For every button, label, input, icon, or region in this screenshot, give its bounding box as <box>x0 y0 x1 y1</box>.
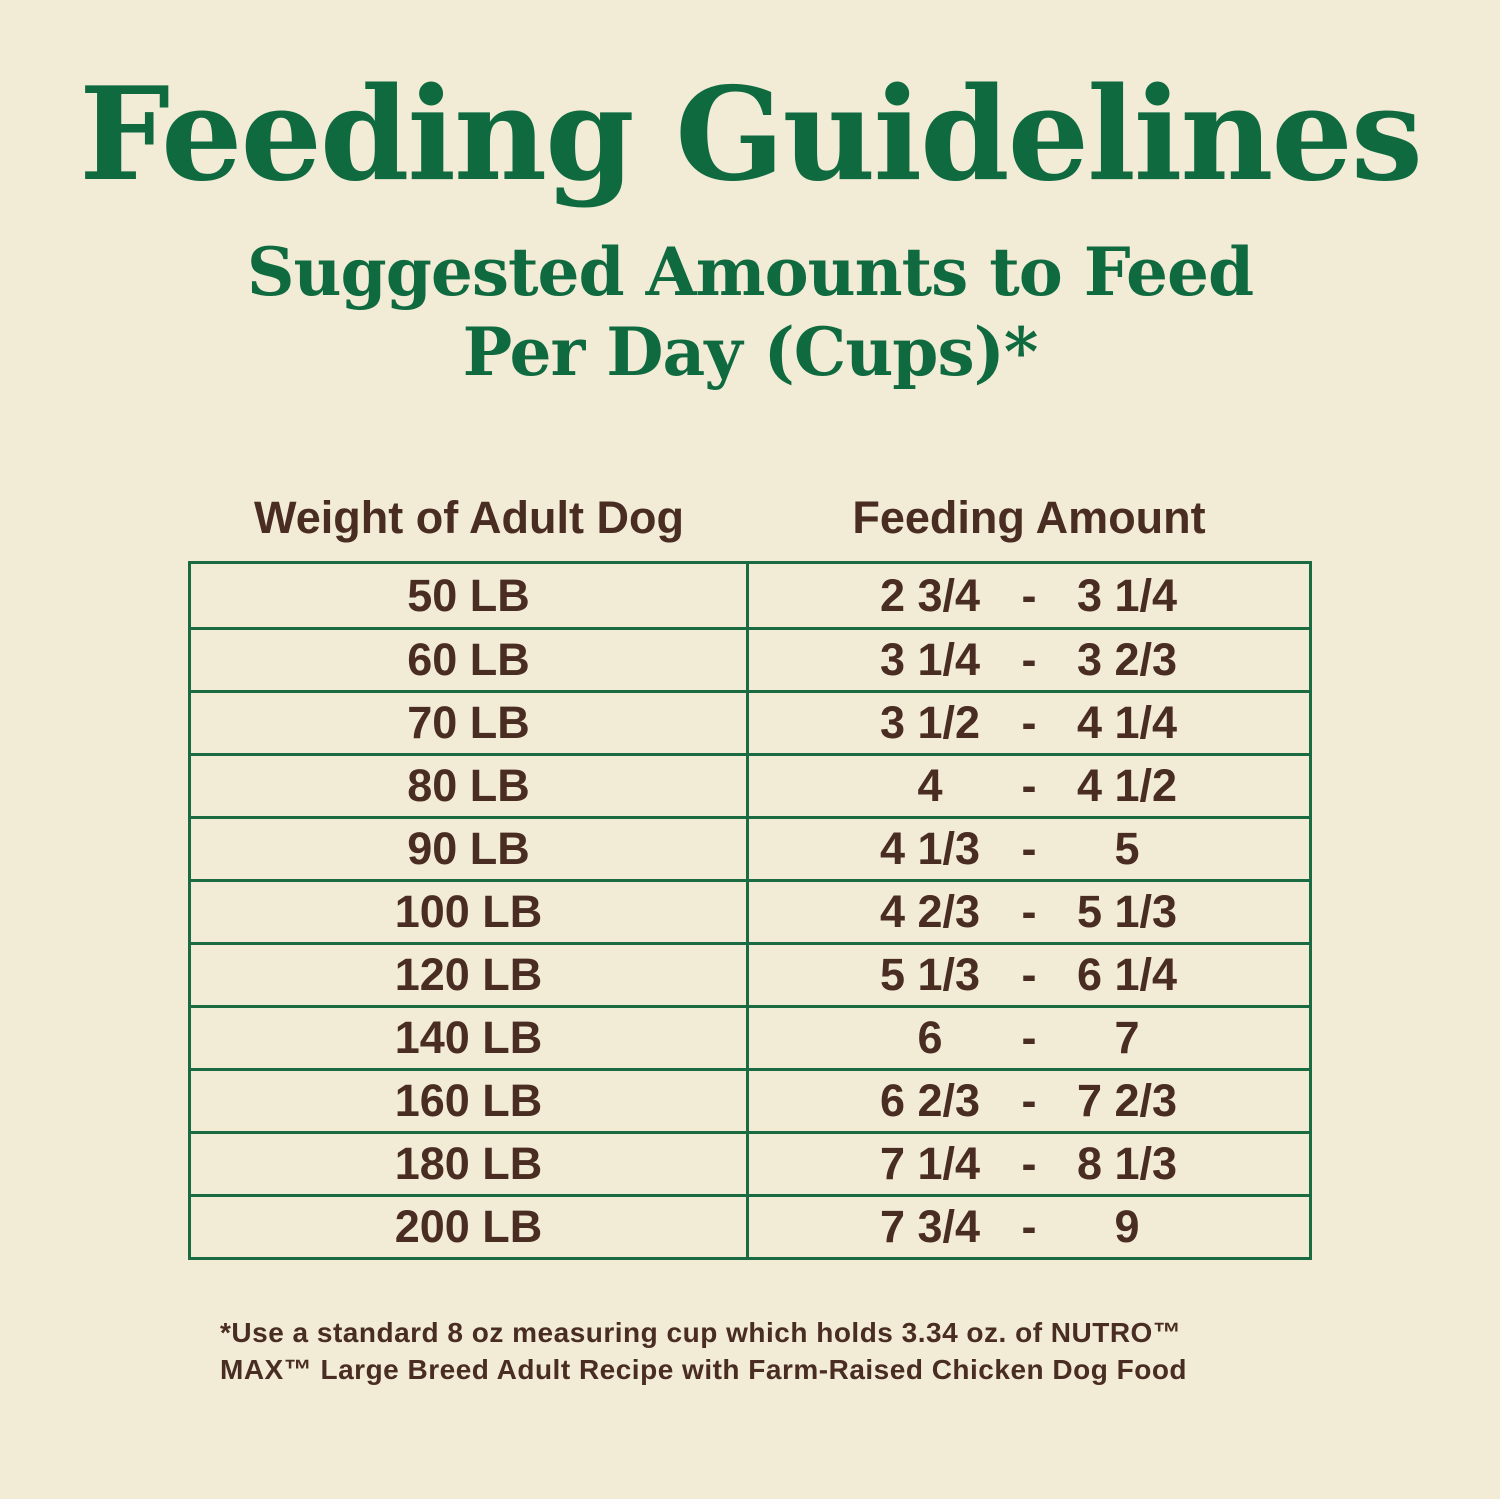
amount-max: 4 1/2 <box>1076 760 1178 811</box>
weight-cell: 120 LB <box>191 945 749 1005</box>
amount-max: 3 2/3 <box>1076 634 1178 685</box>
table-row: 100 LB 4 2/3 - 5 1/3 <box>191 879 1309 942</box>
amount-max: 5 1/3 <box>1076 886 1178 937</box>
amount-cell: 3 1/4 - 3 2/3 <box>749 630 1309 690</box>
weight-cell: 180 LB <box>191 1134 749 1194</box>
table-row: 80 LB 4 - 4 1/2 <box>191 753 1309 816</box>
weight-cell: 70 LB <box>191 693 749 753</box>
amount-min: 4 <box>917 760 943 811</box>
amount-max: 7 2/3 <box>1076 1075 1178 1126</box>
amount-max: 3 1/4 <box>1076 569 1178 621</box>
footnote: *Use a standard 8 oz measuring cup which… <box>220 1314 1290 1388</box>
footnote-line-2: MAX™ Large Breed Adult Recipe with Farm-… <box>220 1354 1188 1385</box>
weight-cell: 100 LB <box>191 882 749 942</box>
table-row: 160 LB 6 2/3 - 7 2/3 <box>191 1068 1309 1131</box>
amount-dash: - <box>1021 634 1037 685</box>
amount-dash: - <box>1021 1201 1037 1252</box>
table-row: 180 LB 7 1/4 - 8 1/3 <box>191 1131 1309 1194</box>
amount-cell: 7 3/4 - 9 <box>749 1197 1309 1257</box>
column-header-feeding-amount: Feeding Amount <box>852 492 1206 543</box>
subtitle-line-1: Suggested Amounts to Feed <box>246 233 1254 311</box>
amount-cell: 6 - 7 <box>749 1008 1309 1068</box>
table-row: 120 LB 5 1/3 - 6 1/4 <box>191 942 1309 1005</box>
amount-cell: 3 1/2 - 4 1/4 <box>749 693 1309 753</box>
amount-dash: - <box>1021 697 1037 748</box>
amount-min: 6 <box>917 1012 943 1063</box>
table-row: 60 LB 3 1/4 - 3 2/3 <box>191 627 1309 690</box>
amount-cell: 2 3/4 - 3 1/4 <box>749 564 1309 627</box>
amount-min: 2 3/4 <box>879 569 981 621</box>
amount-min: 5 1/3 <box>879 949 981 1000</box>
amount-cell: 7 1/4 - 8 1/3 <box>749 1134 1309 1194</box>
table-row: 50 LB 2 3/4 - 3 1/4 <box>191 564 1309 627</box>
amount-min: 3 1/2 <box>879 697 981 748</box>
amount-max: 8 1/3 <box>1076 1138 1178 1189</box>
column-header-weight: Weight of Adult Dog <box>254 492 684 543</box>
subtitle-line-2: Per Day (Cups)* <box>462 313 1039 391</box>
weight-cell: 80 LB <box>191 756 749 816</box>
amount-max: 5 <box>1114 823 1140 874</box>
weight-cell: 60 LB <box>191 630 749 690</box>
feeding-table: 50 LB 2 3/4 - 3 1/4 60 LB 3 1/4 - 3 2/3 … <box>188 561 1312 1260</box>
amount-min: 6 2/3 <box>879 1075 981 1126</box>
page-subtitle: Suggested Amounts to Feed Per Day (Cups)… <box>0 232 1500 392</box>
amount-cell: 5 1/3 - 6 1/4 <box>749 945 1309 1005</box>
table-row: 140 LB 6 - 7 <box>191 1005 1309 1068</box>
weight-cell: 50 LB <box>191 564 749 627</box>
weight-cell: 140 LB <box>191 1008 749 1068</box>
amount-dash: - <box>1021 949 1037 1000</box>
amount-dash: - <box>1021 886 1037 937</box>
amount-cell: 6 2/3 - 7 2/3 <box>749 1071 1309 1131</box>
weight-cell: 90 LB <box>191 819 749 879</box>
amount-max: 4 1/4 <box>1076 697 1178 748</box>
amount-dash: - <box>1021 1012 1037 1063</box>
amount-cell: 4 1/3 - 5 <box>749 819 1309 879</box>
amount-cell: 4 - 4 1/2 <box>749 756 1309 816</box>
amount-min: 4 1/3 <box>879 823 981 874</box>
amount-dash: - <box>1021 1138 1037 1189</box>
amount-dash: - <box>1021 569 1037 621</box>
amount-min: 7 3/4 <box>879 1201 981 1252</box>
amount-max: 9 <box>1114 1201 1140 1252</box>
weight-cell: 200 LB <box>191 1197 749 1257</box>
page-title: Feeding Guidelines <box>79 60 1423 210</box>
amount-dash: - <box>1021 823 1037 874</box>
weight-cell: 160 LB <box>191 1071 749 1131</box>
amount-min: 7 1/4 <box>879 1138 981 1189</box>
table-row: 70 LB 3 1/2 - 4 1/4 <box>191 690 1309 753</box>
amount-max: 6 1/4 <box>1076 949 1178 1000</box>
footnote-line-1: *Use a standard 8 oz measuring cup which… <box>220 1317 1182 1348</box>
table-row: 200 LB 7 3/4 - 9 <box>191 1194 1309 1257</box>
amount-min: 4 2/3 <box>879 886 981 937</box>
amount-max: 7 <box>1114 1012 1140 1063</box>
table-row: 90 LB 4 1/3 - 5 <box>191 816 1309 879</box>
amount-min: 3 1/4 <box>879 634 981 685</box>
amount-dash: - <box>1021 1075 1037 1126</box>
amount-cell: 4 2/3 - 5 1/3 <box>749 882 1309 942</box>
amount-dash: - <box>1021 760 1037 811</box>
